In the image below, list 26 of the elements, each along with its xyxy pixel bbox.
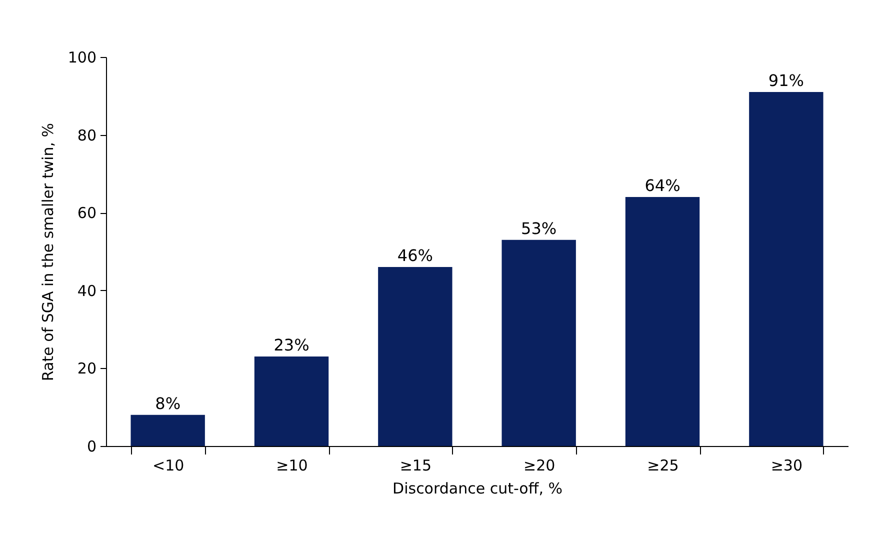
x-tick-label: ≥15	[400, 456, 432, 474]
bar	[130, 414, 205, 446]
x-axis-title: Discordance cut-off, %	[392, 480, 562, 498]
bar	[378, 267, 452, 446]
y-tick-label: 0	[86, 438, 96, 456]
x-tick-label: ≥20	[524, 456, 556, 474]
x-tick-label: <10	[152, 456, 184, 474]
data-label: 53%	[521, 218, 557, 238]
y-tick-label: 20	[77, 360, 96, 378]
bar	[625, 197, 700, 446]
data-label: 64%	[644, 176, 680, 196]
bar	[254, 356, 329, 446]
data-label: 23%	[274, 336, 310, 355]
x-tick-label: ≥30	[770, 456, 802, 474]
bar	[749, 92, 824, 446]
data-label: 46%	[397, 246, 433, 266]
y-tick-label: 60	[77, 204, 96, 222]
y-axis-title: Rate of SGA in the smaller twin, %	[38, 122, 57, 382]
x-tick-label: ≥10	[276, 456, 308, 474]
bar	[502, 240, 576, 446]
y-tick-label: 80	[77, 126, 96, 144]
x-tick-label: ≥25	[647, 456, 679, 474]
y-tick-label: 40	[77, 282, 96, 300]
y-tick-label: 100	[68, 48, 96, 66]
data-label: 8%	[155, 394, 181, 413]
data-label: 91%	[768, 71, 804, 90]
